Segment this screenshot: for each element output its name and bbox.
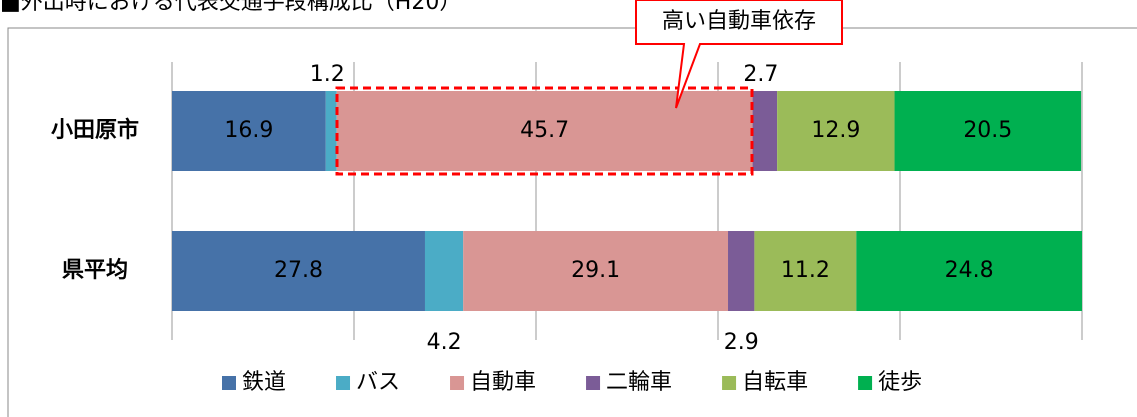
legend-label: 二輪車 — [606, 370, 672, 395]
data-label: 20.5 — [963, 118, 1012, 143]
bar-segment — [172, 91, 326, 171]
chart-title: ■外出時における代表交通手段構成比（H20） — [0, 0, 461, 15]
legend-swatch — [222, 376, 236, 390]
bar-segment — [754, 231, 857, 311]
data-label: 29.1 — [571, 258, 620, 283]
bar-segment — [856, 231, 1082, 311]
category-label: 小田原市 — [51, 117, 139, 143]
bar-segment — [894, 91, 1082, 171]
data-label: 11.2 — [781, 258, 830, 283]
legend-label: 自転車 — [742, 370, 808, 395]
legend-label: 鉄道 — [242, 370, 286, 395]
legend-swatch — [858, 376, 873, 390]
legend-swatch — [336, 376, 351, 390]
legend-label: 徒歩 — [878, 370, 922, 395]
data-label: 27.8 — [274, 258, 323, 283]
data-label: 2.9 — [724, 330, 759, 355]
data-label: 45.7 — [520, 118, 569, 143]
legend-label: バス — [356, 370, 400, 395]
category-label: 県平均 — [62, 257, 128, 283]
legend-swatch — [722, 376, 737, 390]
bar-segment — [325, 91, 337, 171]
data-label: 1.2 — [310, 62, 345, 87]
data-label: 24.8 — [945, 258, 994, 283]
plot: 小田原市 16.9 1.2 45.7 2.7 12.9 20.5 県平均 27.8 4.2 29.1… — [51, 62, 1083, 395]
bar-segment — [728, 231, 755, 311]
bar-segment — [336, 91, 753, 171]
data-label: 12.9 — [811, 118, 860, 143]
annotation: 高い自動車依存 — [662, 9, 816, 34]
data-label: 16.9 — [224, 118, 273, 143]
highlight-box — [335, 86, 754, 176]
bar-segment — [777, 91, 895, 171]
legend-swatch — [450, 376, 465, 390]
legend-label: 自動車 — [470, 370, 536, 395]
bar-segment — [424, 231, 464, 311]
data-label: 4.2 — [427, 330, 462, 355]
chart-frame — [7, 27, 1137, 417]
bar-segment — [463, 231, 729, 311]
bar-segment — [752, 91, 778, 171]
legend-swatch — [586, 376, 601, 390]
callout — [635, 0, 843, 109]
data-label: 2.7 — [743, 62, 778, 87]
bar-segment — [172, 231, 425, 311]
